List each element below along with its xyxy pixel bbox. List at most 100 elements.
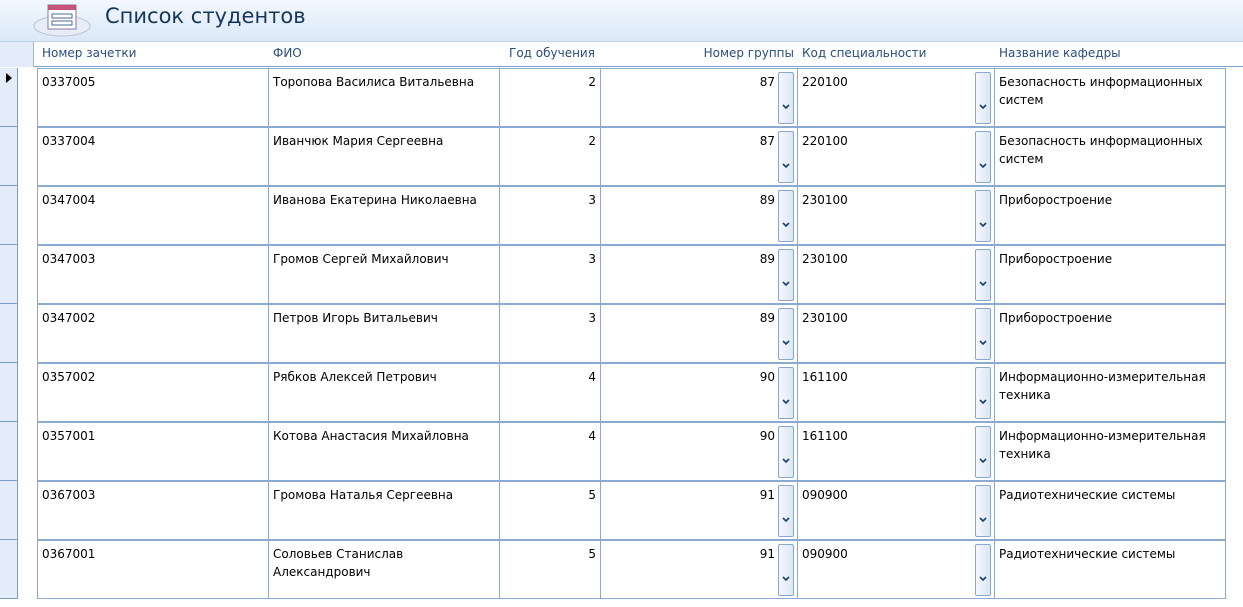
cell-specialty[interactable]: 230100 bbox=[797, 186, 995, 245]
cell-year[interactable]: 4 bbox=[499, 422, 601, 481]
chevron-down-icon bbox=[782, 510, 790, 523]
cell-specialty[interactable]: 090900 bbox=[797, 540, 995, 599]
cell-record-book[interactable]: 0347004 bbox=[37, 186, 269, 245]
cell-name[interactable]: Иванчюк Мария Сергеевна bbox=[268, 127, 500, 186]
record-selector[interactable] bbox=[0, 540, 18, 599]
cell-specialty[interactable]: 220100 bbox=[797, 127, 995, 186]
header-department[interactable]: Название кафедры bbox=[999, 46, 1121, 60]
dropdown-button[interactable] bbox=[778, 426, 794, 478]
cell-record-book[interactable]: 0367003 bbox=[37, 481, 269, 540]
cell-record-book[interactable]: 0357001 bbox=[37, 422, 269, 481]
dropdown-button[interactable] bbox=[778, 308, 794, 360]
header-specialty[interactable]: Код специальности bbox=[802, 46, 927, 60]
cell-year[interactable]: 2 bbox=[499, 127, 601, 186]
cell-department[interactable]: Безопасность информационных систем bbox=[994, 127, 1226, 186]
cell-department[interactable]: Безопасность информационных систем bbox=[994, 68, 1226, 127]
dropdown-button[interactable] bbox=[975, 367, 991, 419]
cell-specialty[interactable]: 161100 bbox=[797, 422, 995, 481]
cell-specialty[interactable]: 220100 bbox=[797, 68, 995, 127]
dropdown-button[interactable] bbox=[975, 426, 991, 478]
cell-group[interactable]: 89 bbox=[600, 186, 798, 245]
cell-name[interactable]: Громов Сергей Михайлович bbox=[268, 245, 500, 304]
cell-name[interactable]: Соловьев Станислав Александрович bbox=[268, 540, 500, 599]
dropdown-button[interactable] bbox=[778, 367, 794, 419]
cell-name[interactable]: Котова Анастасия Михайловна bbox=[268, 422, 500, 481]
cell-name[interactable]: Рябков Алексей Петрович bbox=[268, 363, 500, 422]
cell-group[interactable]: 87 bbox=[600, 68, 798, 127]
dropdown-button[interactable] bbox=[778, 190, 794, 242]
record-selector[interactable] bbox=[0, 481, 18, 540]
header-record-book[interactable]: Номер зачетки bbox=[42, 46, 137, 60]
cell-year[interactable]: 2 bbox=[499, 68, 601, 127]
cell-group[interactable]: 89 bbox=[600, 245, 798, 304]
chevron-down-icon bbox=[782, 215, 790, 228]
form-header: Список студентов bbox=[0, 0, 1243, 41]
record-selector[interactable] bbox=[0, 186, 18, 245]
cell-record-book[interactable]: 0337004 bbox=[37, 127, 269, 186]
dropdown-button[interactable] bbox=[975, 485, 991, 537]
cell-department[interactable]: Приборостроение bbox=[994, 245, 1226, 304]
dropdown-button[interactable] bbox=[778, 249, 794, 301]
cell-department[interactable]: Радиотехнические системы bbox=[994, 540, 1226, 599]
cell-record-book[interactable]: 0357002 bbox=[37, 363, 269, 422]
chevron-down-icon bbox=[782, 392, 790, 405]
chevron-down-icon bbox=[979, 451, 987, 464]
cell-name[interactable]: Иванова Екатерина Николаевна bbox=[268, 186, 500, 245]
cell-name[interactable]: Громова Наталья Сергеевна bbox=[268, 481, 500, 540]
cell-group[interactable]: 87 bbox=[600, 127, 798, 186]
cell-year[interactable]: 4 bbox=[499, 363, 601, 422]
dropdown-button[interactable] bbox=[975, 72, 991, 124]
cell-year[interactable]: 3 bbox=[499, 186, 601, 245]
record-selector[interactable] bbox=[0, 68, 18, 127]
cell-year[interactable]: 5 bbox=[499, 481, 601, 540]
cell-specialty[interactable]: 161100 bbox=[797, 363, 995, 422]
cell-group[interactable]: 90 bbox=[600, 422, 798, 481]
record-selector[interactable] bbox=[0, 422, 18, 481]
cell-department[interactable]: Приборостроение bbox=[994, 186, 1226, 245]
cell-specialty-value: 090900 bbox=[802, 488, 848, 502]
cell-department[interactable]: Приборостроение bbox=[994, 304, 1226, 363]
cell-department[interactable]: Радиотехнические системы bbox=[994, 481, 1226, 540]
cell-group[interactable]: 89 bbox=[600, 304, 798, 363]
dropdown-button[interactable] bbox=[975, 308, 991, 360]
cell-specialty[interactable]: 230100 bbox=[797, 245, 995, 304]
cell-department[interactable]: Информационно-измерительная техника bbox=[994, 422, 1226, 481]
cell-name[interactable]: Торопова Василиса Витальевна bbox=[268, 68, 500, 127]
cell-record-book[interactable]: 0337005 bbox=[37, 68, 269, 127]
cell-record-book[interactable]: 0347003 bbox=[37, 245, 269, 304]
dropdown-button[interactable] bbox=[778, 485, 794, 537]
cell-group-value: 91 bbox=[759, 488, 775, 502]
dropdown-button[interactable] bbox=[975, 544, 991, 596]
cell-group-value: 90 bbox=[759, 370, 775, 384]
cell-department[interactable]: Информационно-измерительная техника bbox=[994, 363, 1226, 422]
cell-year[interactable]: 5 bbox=[499, 540, 601, 599]
cell-record-book[interactable]: 0347002 bbox=[37, 304, 269, 363]
chevron-down-icon bbox=[782, 333, 790, 346]
dropdown-button[interactable] bbox=[975, 249, 991, 301]
dropdown-button[interactable] bbox=[778, 72, 794, 124]
cell-year[interactable]: 3 bbox=[499, 245, 601, 304]
dropdown-button[interactable] bbox=[778, 131, 794, 183]
dropdown-button[interactable] bbox=[975, 131, 991, 183]
dropdown-button[interactable] bbox=[975, 190, 991, 242]
select-all-corner[interactable] bbox=[0, 42, 34, 67]
cell-group[interactable]: 91 bbox=[600, 540, 798, 599]
header-year[interactable]: Год обучения bbox=[509, 46, 595, 60]
chevron-down-icon bbox=[782, 274, 790, 287]
cell-name[interactable]: Петров Игорь Витальевич bbox=[268, 304, 500, 363]
record-selector[interactable] bbox=[0, 245, 18, 304]
record-selector[interactable] bbox=[0, 304, 18, 363]
record-selector[interactable] bbox=[0, 127, 18, 186]
cell-record-book[interactable]: 0367001 bbox=[37, 540, 269, 599]
header-name[interactable]: ФИО bbox=[273, 46, 302, 60]
header-group[interactable]: Номер группы bbox=[703, 46, 794, 60]
dropdown-button[interactable] bbox=[778, 544, 794, 596]
cell-group[interactable]: 91 bbox=[600, 481, 798, 540]
cell-group-value: 87 bbox=[759, 134, 775, 148]
record-selector[interactable] bbox=[0, 363, 18, 422]
cell-specialty[interactable]: 230100 bbox=[797, 304, 995, 363]
cell-specialty[interactable]: 090900 bbox=[797, 481, 995, 540]
cell-year[interactable]: 3 bbox=[499, 304, 601, 363]
cell-group[interactable]: 90 bbox=[600, 363, 798, 422]
cell-group-value: 87 bbox=[759, 75, 775, 89]
